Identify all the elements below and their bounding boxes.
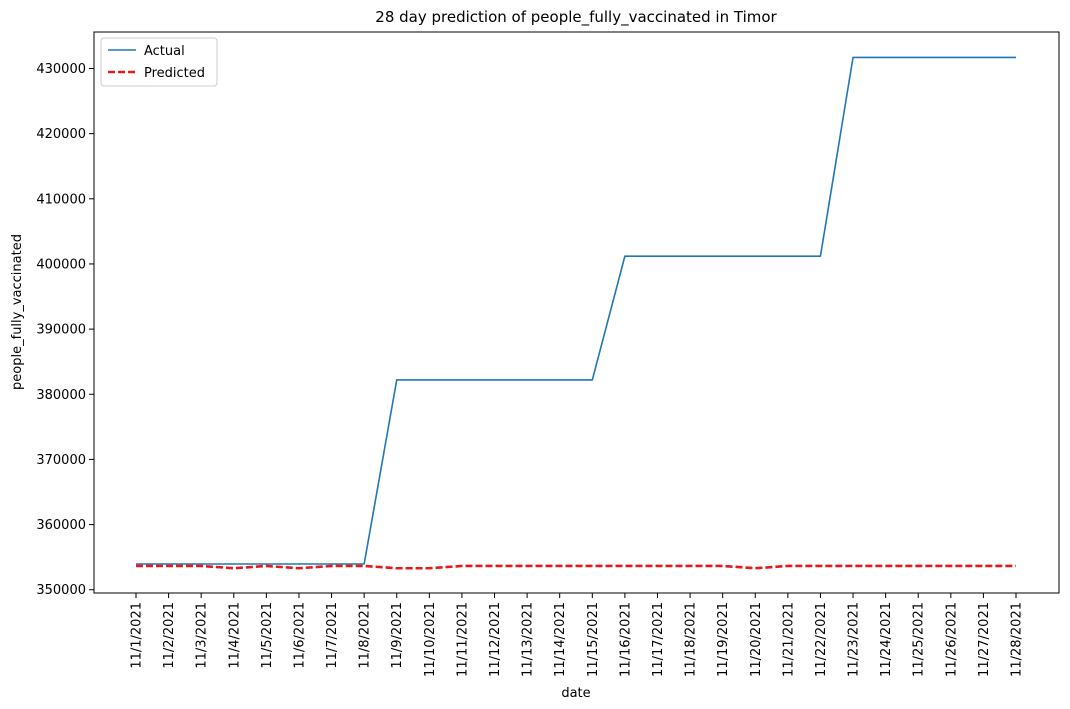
- x-tick-label: 11/4/2021: [227, 602, 242, 669]
- y-tick-label: 380000: [36, 388, 86, 403]
- x-tick-label: 11/1/2021: [130, 602, 145, 669]
- y-tick-label: 370000: [36, 453, 86, 468]
- y-tick-label: 420000: [36, 127, 86, 142]
- y-tick-label: 350000: [36, 583, 86, 598]
- x-tick-label: 11/23/2021: [847, 602, 862, 677]
- x-tick-label: 11/20/2021: [749, 602, 764, 677]
- y-axis-label: people_fully_vaccinated: [10, 234, 25, 390]
- y-axis: 350000 360000 370000 380000 390000 400000 4100…: [36, 62, 94, 598]
- x-tick-label: 11/3/2021: [195, 602, 210, 669]
- x-tick-label: 11/26/2021: [944, 602, 959, 677]
- y-tick-label: 430000: [36, 62, 86, 77]
- x-tick-label: 11/6/2021: [292, 602, 307, 669]
- x-tick-label: 11/10/2021: [423, 602, 438, 677]
- x-tick-label: 11/13/2021: [521, 602, 536, 677]
- x-tick-label: 11/8/2021: [358, 602, 373, 669]
- series-line-predicted: [136, 564, 1016, 570]
- x-tick-label: 11/5/2021: [260, 602, 275, 669]
- chart-title: 28 day prediction of people_fully_vaccin…: [375, 8, 777, 27]
- x-tick-label: 11/25/2021: [912, 602, 927, 677]
- y-tick-label: 410000: [36, 192, 86, 207]
- plot-frame: [93, 31, 1060, 594]
- x-tick-label: 11/24/2021: [879, 602, 894, 677]
- x-tick-label: 11/27/2021: [977, 602, 992, 677]
- series-line-actual: [136, 56, 1016, 565]
- x-tick-label: 11/17/2021: [651, 602, 666, 677]
- x-tick-label: 11/22/2021: [814, 602, 829, 677]
- x-tick-label: 11/28/2021: [1010, 602, 1025, 677]
- x-axis-label: date: [561, 686, 590, 701]
- x-tick-label: 11/2/2021: [162, 602, 177, 669]
- legend: Actual Predicted: [100, 37, 218, 87]
- legend-label-actual: Actual: [144, 44, 185, 59]
- x-tick-label: 11/21/2021: [781, 602, 796, 677]
- legend-label-predicted: Predicted: [144, 66, 205, 81]
- y-tick-label: 390000: [36, 323, 86, 338]
- x-tick-label: 11/15/2021: [586, 602, 601, 677]
- y-tick-label: 400000: [36, 257, 86, 272]
- x-tick-label: 11/7/2021: [325, 602, 340, 669]
- x-tick-label: 11/11/2021: [455, 602, 470, 677]
- x-tick-label: 11/12/2021: [488, 602, 503, 677]
- x-tick-label: 11/16/2021: [618, 602, 633, 677]
- x-tick-label: 11/19/2021: [716, 602, 731, 677]
- x-tick-label: 11/18/2021: [684, 602, 699, 677]
- x-axis: 11/1/2021 11/2/2021 11/3/2021 11/4/2021 11/5…: [130, 593, 1025, 677]
- series-lines: [136, 56, 1016, 570]
- y-tick-label: 360000: [36, 518, 86, 533]
- x-tick-label: 11/9/2021: [390, 602, 405, 669]
- x-tick-label: 11/14/2021: [553, 602, 568, 677]
